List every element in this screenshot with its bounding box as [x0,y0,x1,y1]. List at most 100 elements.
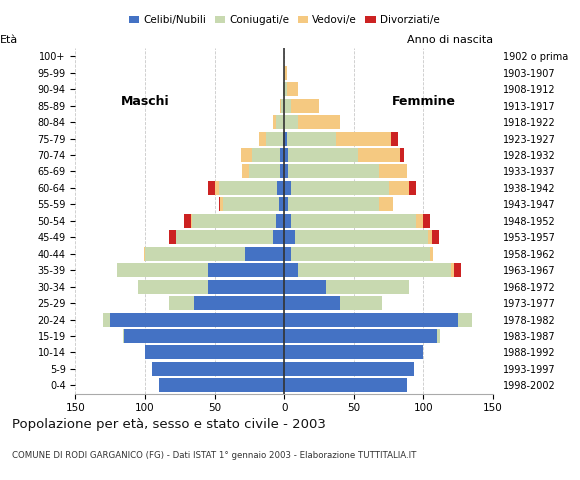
Bar [284,296,340,310]
Bar [291,181,389,195]
Bar [278,197,284,211]
Bar [266,132,283,145]
Bar [138,280,208,294]
Bar [379,197,393,211]
Bar [193,214,276,228]
Bar [194,296,284,310]
Bar [458,312,472,326]
Bar [145,346,284,360]
Bar [184,214,191,228]
Bar [427,230,432,244]
Bar [249,165,280,179]
Bar [392,132,398,145]
Bar [409,181,416,195]
Bar [283,82,284,96]
Bar [358,148,400,162]
Bar [451,263,454,277]
Bar [281,98,284,113]
Bar [416,214,423,228]
Bar [284,181,291,195]
Bar [208,280,284,294]
Bar [284,329,437,343]
Bar [284,197,288,211]
Bar [291,214,416,228]
Bar [159,378,284,392]
Bar [152,362,284,376]
Bar [288,165,379,179]
Bar [252,148,280,162]
Bar [241,148,252,162]
Bar [298,115,340,129]
Bar [176,230,273,244]
Bar [110,312,284,326]
Bar [284,312,458,326]
Bar [340,296,382,310]
Bar [117,263,208,277]
Legend: Celibi/Nubili, Coniugati/e, Vedovi/e, Divorziati/e: Celibi/Nubili, Coniugati/e, Vedovi/e, Di… [125,11,444,29]
Bar [336,132,392,145]
Bar [288,197,379,211]
Bar [287,132,336,145]
Bar [287,82,298,96]
Bar [103,312,110,326]
Bar [169,230,176,244]
Bar [284,346,423,360]
Bar [273,115,276,129]
Bar [277,181,284,195]
Bar [144,247,145,261]
Bar [276,115,284,129]
Bar [220,197,223,211]
Bar [273,230,284,244]
Bar [245,247,284,261]
Bar [291,247,430,261]
Bar [223,197,278,211]
Bar [276,214,284,228]
Text: Popolazione per età, sesso e stato civile - 2003: Popolazione per età, sesso e stato civil… [12,418,325,431]
Bar [191,214,193,228]
Bar [284,362,414,376]
Bar [284,247,291,261]
Bar [423,214,430,228]
Bar [284,165,288,179]
Bar [124,329,284,343]
Text: Femmine: Femmine [392,96,455,108]
Text: Anno di nascita: Anno di nascita [407,35,493,45]
Bar [298,263,451,277]
Bar [283,132,284,145]
Bar [284,280,326,294]
Bar [400,148,404,162]
Bar [280,98,281,113]
Bar [259,132,266,145]
Bar [284,230,295,244]
Bar [284,378,407,392]
Bar [295,230,427,244]
Bar [284,82,287,96]
Bar [432,230,438,244]
Bar [145,247,245,261]
Bar [219,181,277,195]
Bar [215,181,219,195]
Bar [284,263,298,277]
Bar [284,214,291,228]
Text: Maschi: Maschi [121,96,169,108]
Bar [284,115,298,129]
Bar [379,165,407,179]
Bar [284,66,287,80]
Bar [208,181,215,195]
Bar [389,181,409,195]
Bar [169,296,194,310]
Bar [326,280,409,294]
Bar [454,263,461,277]
Bar [208,263,284,277]
Text: COMUNE DI RODI GARGANICO (FG) - Dati ISTAT 1° gennaio 2003 - Elaborazione TUTTIT: COMUNE DI RODI GARGANICO (FG) - Dati IST… [12,451,416,460]
Bar [280,148,284,162]
Bar [242,165,249,179]
Bar [291,98,319,113]
Bar [280,165,284,179]
Bar [284,148,288,162]
Text: Età: Età [0,35,19,45]
Bar [288,148,358,162]
Bar [284,132,287,145]
Bar [219,197,220,211]
Bar [284,98,291,113]
